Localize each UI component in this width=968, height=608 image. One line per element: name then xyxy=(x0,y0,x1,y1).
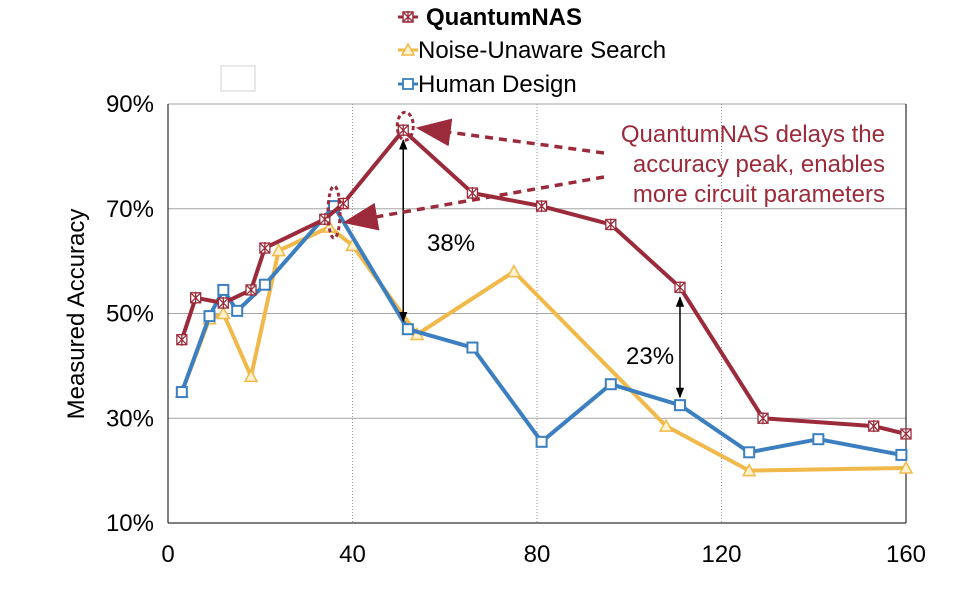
legend-item-noise-unaware: Noise-Unaware Search xyxy=(398,37,666,64)
point-asterisk-quantumnas-2 xyxy=(217,297,229,310)
legend-placeholder-box xyxy=(220,65,256,92)
point-human-design-6 xyxy=(401,323,414,336)
legend-marker-noise-unaware xyxy=(400,42,416,56)
legend-marker-human-design xyxy=(402,78,414,90)
point-noise-unaware-search-3 xyxy=(243,368,259,383)
point-noise-unaware-search-8 xyxy=(506,264,522,278)
point-noise-unaware-search-2 xyxy=(216,305,231,320)
legend-label-noise-unaware: Noise-Unaware Search xyxy=(418,37,666,64)
annotation-line-1: QuantumNAS delays the xyxy=(621,121,885,148)
point-human-design-13 xyxy=(895,448,908,461)
point-asterisk-quantumnas-8 xyxy=(466,187,478,200)
point-human-design-1 xyxy=(203,310,216,323)
x-tick-label-4: 160 xyxy=(886,541,926,568)
series-layer xyxy=(174,124,914,477)
series-human-design xyxy=(175,200,908,461)
gap-label-38: 38% xyxy=(427,230,475,257)
legend-label-human-design: Human Design xyxy=(418,71,577,98)
point-noise-unaware-search-11 xyxy=(898,460,914,474)
y-tick-label-0: 10% xyxy=(106,510,154,537)
legend-item-quantumnas: QuantumNAS xyxy=(398,4,582,31)
annotation-layer xyxy=(326,110,685,399)
point-asterisk-quantumnas-13 xyxy=(868,420,880,433)
point-human-design-9 xyxy=(604,378,617,391)
note-arrow-to-human-peak xyxy=(342,175,605,231)
point-asterisk-quantumnas-12 xyxy=(757,412,769,425)
axes: 10% 30% 50% 70% 90% 0 40 80 120 160 xyxy=(106,91,926,568)
annotation-note: QuantumNAS delays the accuracy peak, ena… xyxy=(621,121,885,208)
point-asterisk-quantumnas-1 xyxy=(190,291,202,304)
point-asterisk-quantumnas-10 xyxy=(605,218,617,231)
y-tick-label-2: 50% xyxy=(106,301,154,328)
series-line-noise-unaware-search xyxy=(179,225,907,473)
y-axis-label: Measured Accuracy xyxy=(63,209,90,420)
point-noise-unaware-search-4 xyxy=(271,243,286,257)
point-asterisk-quantumnas-0 xyxy=(176,333,188,346)
point-asterisk-quantumnas-14 xyxy=(900,427,912,440)
y-tick-label-3: 70% xyxy=(106,196,154,223)
peak-highlight-quantumnas xyxy=(395,110,415,142)
y-tick-label-4: 90% xyxy=(106,91,154,118)
legend-item-human-design: Human Design xyxy=(398,71,577,98)
legend-asterisk-quantumnas xyxy=(402,11,414,23)
point-asterisk-quantumnas-3 xyxy=(245,283,257,296)
point-human-design-8 xyxy=(535,435,548,448)
point-noise-unaware-search-10 xyxy=(741,463,757,477)
point-human-design-11 xyxy=(743,446,756,459)
point-human-design-12 xyxy=(812,433,825,446)
note-arrow-to-quantumnas-peak xyxy=(415,118,605,155)
point-human-design-0 xyxy=(175,386,188,399)
x-tick-label-0: 0 xyxy=(161,541,174,568)
point-human-design-4 xyxy=(258,278,271,291)
point-asterisk-quantumnas-9 xyxy=(536,200,548,213)
point-asterisk-quantumnas-11 xyxy=(674,281,686,294)
point-asterisk-quantumnas-7 xyxy=(397,124,409,137)
series-quantumnas xyxy=(176,124,912,440)
y-tick-label-1: 30% xyxy=(106,405,154,432)
annotation-line-3: more circuit parameters xyxy=(633,181,885,208)
x-tick-label-3: 120 xyxy=(701,541,741,568)
legend-label-quantumnas: QuantumNAS xyxy=(426,4,582,31)
point-noise-unaware-search-9 xyxy=(658,418,674,432)
point-human-design-3 xyxy=(231,304,244,317)
peak-highlight-human-design xyxy=(326,184,342,240)
gap-label-23: 23% xyxy=(626,343,674,370)
legend: QuantumNAS Noise-Unaware Search Human De… xyxy=(398,4,666,98)
point-human-design-10 xyxy=(673,399,686,412)
annotation-line-2: accuracy peak, enables xyxy=(633,151,885,178)
point-human-design-2 xyxy=(217,283,230,296)
x-tick-label-1: 40 xyxy=(339,541,366,568)
point-asterisk-quantumnas-4 xyxy=(259,242,271,255)
point-human-design-7 xyxy=(466,341,479,354)
x-tick-label-2: 80 xyxy=(524,541,551,568)
